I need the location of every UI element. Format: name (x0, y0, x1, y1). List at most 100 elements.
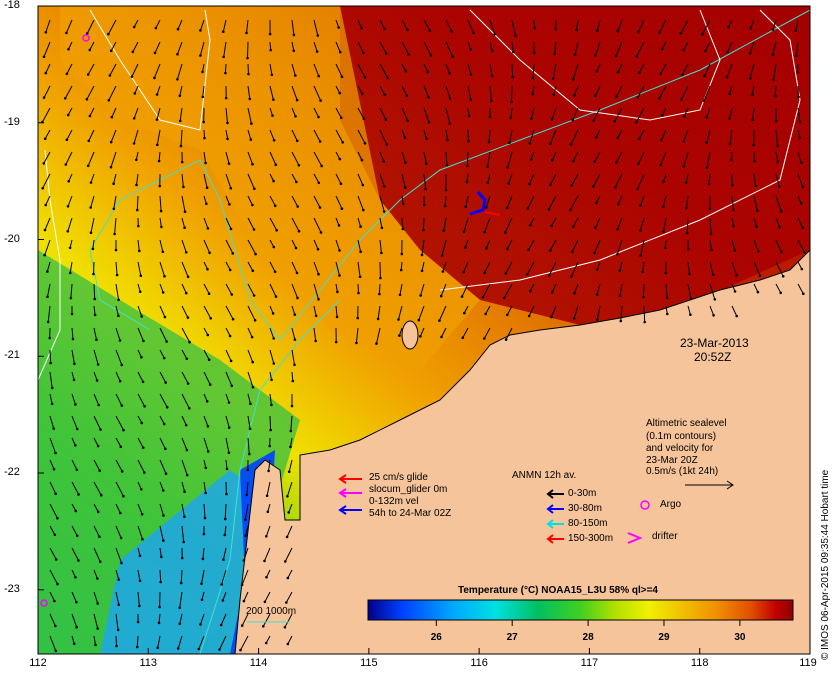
velocity-arrow (637, 151, 645, 164)
velocity-arrow (133, 19, 139, 28)
velocity-arrowhead (221, 599, 225, 602)
velocity-arrowhead (225, 492, 228, 496)
velocity-arrow (379, 107, 387, 120)
velocity-arrowhead (776, 160, 780, 164)
velocity-arrow (90, 173, 95, 183)
velocity-arrow (485, 195, 491, 208)
velocity-arrow (137, 525, 143, 540)
velocity-arrowhead (116, 628, 120, 632)
velocity-arrowhead (637, 162, 640, 165)
velocity-arrow (596, 63, 601, 72)
velocity-arrow (529, 283, 535, 292)
velocity-arrowhead (73, 362, 76, 366)
velocity-arrowhead (488, 115, 492, 119)
anmn-legend-arrows (546, 489, 564, 544)
isobath-label: 200 1000m (246, 606, 297, 617)
velocity-arrow (797, 195, 802, 204)
velocity-arrow (159, 437, 166, 450)
velocity-arrowhead (554, 27, 558, 31)
velocity-arrowhead (733, 290, 737, 293)
drifter-legend-marker (627, 532, 643, 544)
velocity-arrowhead (43, 253, 46, 257)
velocity-arrow (67, 195, 73, 207)
velocity-arrow (115, 349, 123, 366)
velocity-arrow (137, 393, 146, 407)
velocity-arrowhead (643, 320, 646, 324)
velocity-arrowhead (273, 270, 277, 274)
velocity-arrowhead (504, 338, 508, 341)
velocity-arrowhead (774, 94, 777, 98)
velocity-arrow (203, 437, 209, 452)
velocity-arrowhead (53, 599, 56, 603)
velocity-arrowhead (549, 142, 552, 146)
velocity-arrow (71, 371, 75, 380)
velocity-arrowhead (357, 291, 360, 295)
velocity-arrow (225, 415, 230, 428)
velocity-arrowhead (155, 118, 159, 121)
velocity-arrowhead (642, 295, 645, 299)
velocity-arrowhead (244, 534, 247, 537)
velocity-arrowhead (363, 76, 367, 79)
velocity-arrowhead (316, 247, 320, 251)
velocity-arrowhead (613, 119, 617, 123)
velocity-arrow (247, 261, 254, 272)
velocity-arrowhead (222, 558, 225, 561)
velocity-arrowhead (245, 31, 248, 35)
velocity-arrowhead (778, 226, 781, 229)
velocity-arrowhead (208, 383, 212, 386)
velocity-arrowhead (616, 30, 620, 33)
velocity-arrow (335, 195, 343, 209)
velocity-arrow (68, 173, 73, 182)
velocity-arrowhead (122, 494, 125, 498)
altimetry-line-5: 0.5m/s (1kt 24h) (646, 466, 719, 477)
velocity-arrow (291, 349, 295, 365)
velocity-arrowhead (360, 158, 364, 162)
velocity-arrowhead (120, 404, 124, 407)
velocity-arrowhead (756, 209, 759, 212)
velocity-arrowhead (251, 269, 255, 273)
velocity-arrow (269, 151, 277, 165)
velocity-arrow (66, 63, 73, 75)
anmn-legend-item: 30-80m (568, 503, 602, 514)
velocity-arrowhead (446, 138, 449, 142)
velocity-arrowhead (178, 119, 182, 123)
velocity-arrow (66, 129, 73, 140)
velocity-arrowhead (380, 226, 384, 230)
velocity-arrowhead (67, 180, 70, 183)
velocity-arrowhead (379, 276, 382, 280)
velocity-arrow (44, 239, 51, 256)
velocity-arrowhead (130, 75, 134, 78)
velocity-arrowhead (363, 142, 367, 145)
velocity-arrowhead (295, 98, 299, 102)
velocity-arrow (441, 327, 447, 338)
velocity-arrow (159, 547, 162, 557)
velocity-arrow (247, 437, 250, 455)
velocity-arrow (773, 63, 777, 80)
glider-legend-line-1: 25 cm/s glide (369, 472, 428, 483)
velocity-arrowhead (506, 313, 509, 317)
velocity-arrowhead (138, 554, 142, 557)
velocity-arrowhead (637, 30, 640, 34)
velocity-arrow (291, 107, 296, 117)
velocity-arrowhead (570, 184, 574, 187)
velocity-arrowhead (163, 275, 166, 278)
velocity-arrowhead (336, 290, 339, 294)
velocity-arrowhead (143, 405, 146, 408)
velocity-arrow (71, 613, 78, 628)
velocity-arrow (379, 195, 385, 212)
velocity-arrow (596, 305, 601, 320)
velocity-arrow (157, 635, 161, 648)
velocity-arrowhead (270, 378, 273, 382)
velocity-arrow (49, 503, 58, 519)
velocity-arrow (487, 173, 491, 183)
velocity-arrowhead (132, 142, 136, 145)
velocity-arrowhead (774, 119, 778, 123)
velocity-arrow (531, 107, 535, 119)
velocity-arrowhead (340, 75, 344, 78)
velocity-arrows (41, 19, 806, 653)
velocity-arrowhead (253, 319, 257, 322)
velocity-arrowhead (54, 649, 58, 653)
velocity-arrowhead (160, 225, 163, 229)
velocity-arrow (466, 173, 469, 182)
velocity-arrow (203, 217, 209, 229)
